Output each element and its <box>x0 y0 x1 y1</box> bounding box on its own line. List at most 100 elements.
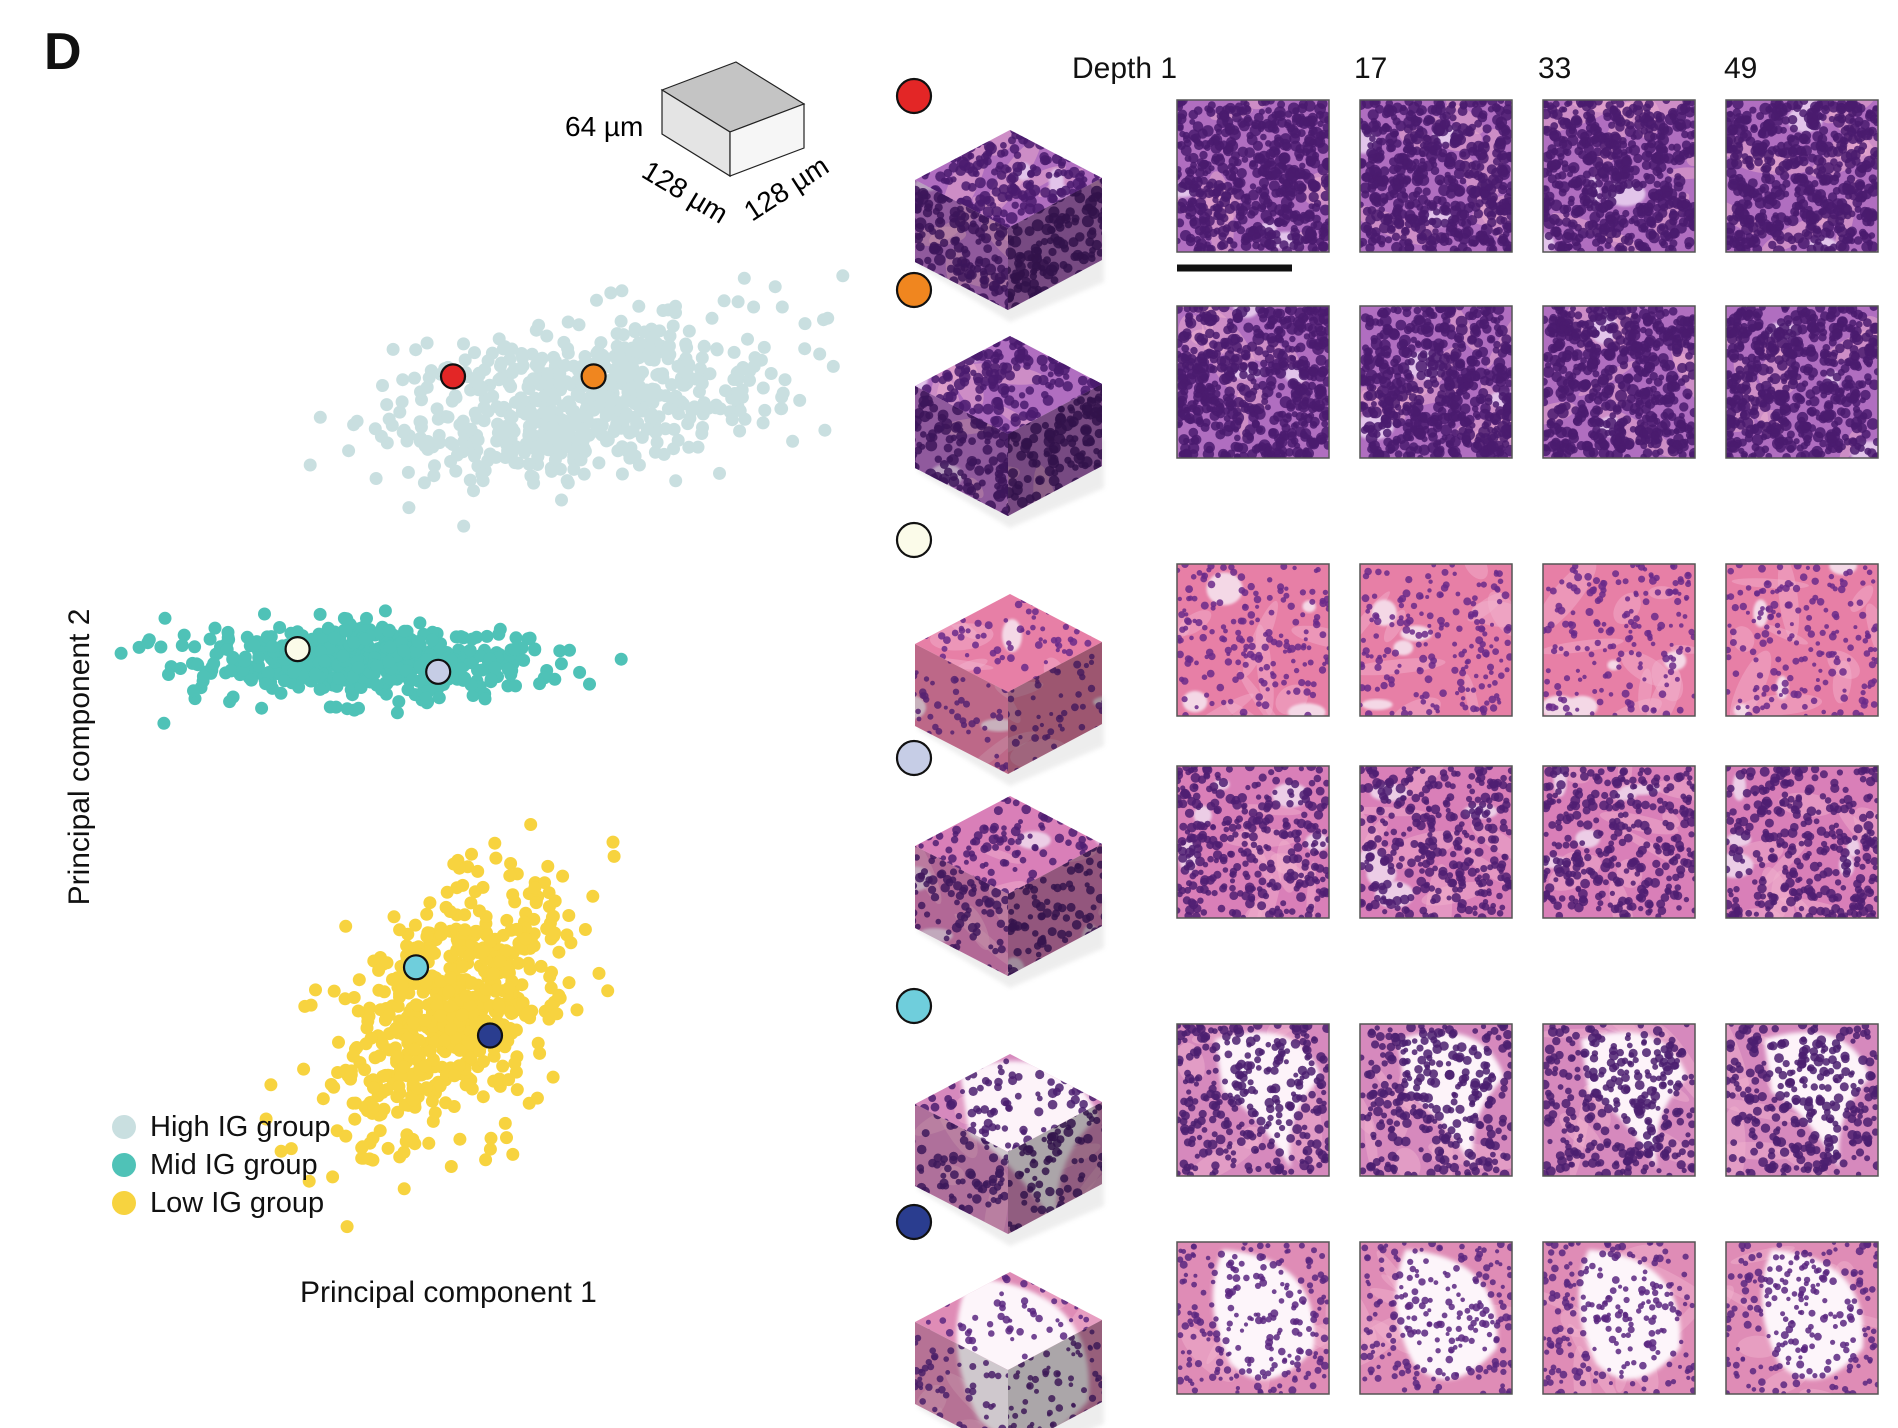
scatter-point <box>382 412 396 426</box>
scatter-point <box>456 878 470 892</box>
scatter-point <box>548 926 561 940</box>
scatter-point <box>757 340 771 354</box>
scatter-point <box>607 849 621 863</box>
scatter-point <box>610 339 624 353</box>
scatter-point <box>340 1220 354 1234</box>
scatter-point <box>503 1005 517 1019</box>
scatter-point <box>430 402 444 416</box>
scatter-point <box>555 493 568 507</box>
scatter-point <box>632 299 646 313</box>
scatter-point <box>456 960 469 974</box>
scatter-point <box>356 1140 369 1154</box>
scatter-point <box>411 998 425 1012</box>
scatter-point <box>395 395 409 409</box>
scatter-point <box>703 367 717 381</box>
scatter-point <box>622 382 636 396</box>
scatter-point <box>162 668 175 681</box>
scatter-point <box>615 467 629 481</box>
scatter-point <box>676 378 690 392</box>
scatter-point <box>701 401 715 415</box>
scatter-point <box>431 412 445 426</box>
scatter-point <box>615 284 629 298</box>
scatter-point <box>590 346 604 360</box>
scatter-point <box>114 646 128 660</box>
scatter-point <box>573 665 587 679</box>
scatter-point <box>456 414 470 428</box>
scatter-point <box>309 983 322 997</box>
scatter-point <box>397 644 411 658</box>
scatter-point <box>614 314 628 328</box>
scatter-point <box>370 659 384 673</box>
scatter-point <box>741 332 754 346</box>
scatter-point <box>503 869 517 883</box>
scatter-point <box>500 437 513 451</box>
tissue-tile-5-3 <box>1542 1023 1696 1177</box>
scatter-point <box>351 1004 365 1018</box>
scatter-point <box>323 700 337 714</box>
scatter-point <box>358 632 372 646</box>
scatter-point <box>492 999 506 1013</box>
tissue-tile-3-4 <box>1725 563 1879 717</box>
scatter-point <box>532 318 546 332</box>
highlighted-point-4 <box>425 658 452 685</box>
scatter-point <box>401 465 415 479</box>
scatter-point <box>274 1144 288 1158</box>
scatter-point <box>264 1078 278 1092</box>
scatter-point <box>509 679 522 693</box>
tissue-tile-6-3 <box>1542 1241 1696 1395</box>
scatter-point <box>494 359 507 373</box>
scatter-point <box>417 476 431 490</box>
sample-row-2 <box>895 271 1879 528</box>
scatter-point <box>457 337 470 351</box>
scatter-point <box>370 678 384 692</box>
scatter-point <box>558 437 572 451</box>
highlighted-point-2 <box>580 363 607 390</box>
scatter-point <box>351 661 365 675</box>
sample-marker-1 <box>895 77 933 115</box>
scatter-point <box>682 440 696 454</box>
scatter-point <box>640 422 654 436</box>
scatter-point <box>273 621 287 634</box>
scatter-point <box>261 666 275 680</box>
scatter-point <box>221 625 235 639</box>
scatter-point <box>548 387 562 401</box>
scatter-point <box>592 456 606 470</box>
sample-row-3 <box>895 521 1879 786</box>
scatter-point <box>352 973 366 987</box>
scatter-point <box>447 1069 461 1083</box>
scatter-point <box>629 345 643 359</box>
scatter-point <box>570 387 584 401</box>
scatter-point <box>516 996 530 1010</box>
sample-marker-2 <box>895 271 933 309</box>
scatter-point <box>347 991 361 1004</box>
scatter-point <box>327 984 341 998</box>
scatter-point <box>462 948 476 962</box>
scatter-point <box>592 966 606 980</box>
legend-swatch-high <box>112 1115 136 1139</box>
scatter-point <box>464 896 478 910</box>
sample-row-6 <box>895 1203 1879 1428</box>
scatter-point <box>511 956 525 970</box>
scatter-point <box>499 944 513 958</box>
scatter-point <box>188 640 202 654</box>
scatter-point <box>538 389 552 403</box>
scatter-point <box>531 1036 545 1050</box>
scatter-point <box>442 985 456 999</box>
scatter-point <box>154 640 168 654</box>
scatter-point <box>439 1096 453 1110</box>
scatter-point <box>177 628 191 642</box>
highlighted-point-1 <box>439 363 467 390</box>
scatter-point <box>695 376 709 390</box>
scatter-point <box>552 945 566 959</box>
scatter-point <box>639 383 653 397</box>
scatter-point <box>339 1129 353 1143</box>
scatter-point <box>383 672 397 686</box>
sample-row-1 <box>895 77 1879 322</box>
scatter-point <box>669 306 682 320</box>
legend-item-low: Low IG group <box>112 1184 331 1222</box>
scatter-point <box>446 438 460 451</box>
highlighted-points <box>284 363 607 1049</box>
scatter-point <box>558 359 572 372</box>
scatter-point <box>313 682 327 696</box>
